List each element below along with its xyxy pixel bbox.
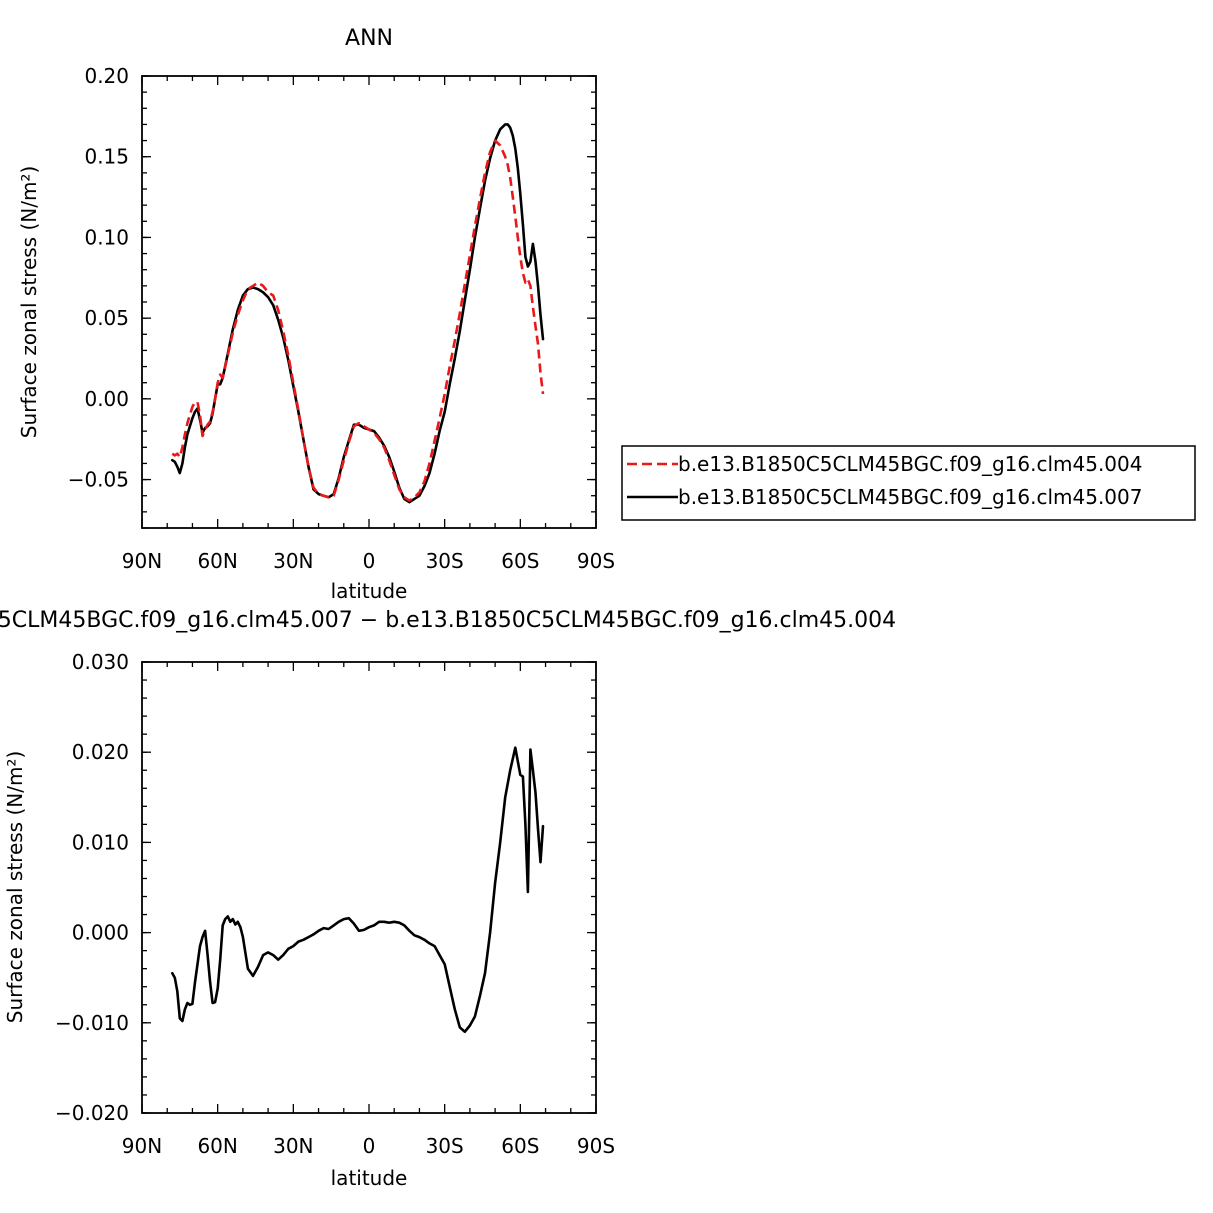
x-tick-label: 60N [197,549,237,573]
y-tick-label: −0.05 [68,468,129,492]
y-tick-label: 0.10 [84,225,129,249]
y-tick-label: 0.000 [72,921,129,945]
top-chart: ANN 0.20 0.15 0.10 0.05 0.00 −0.05 90N 60N 30N 0… [17,26,1196,603]
x-tick-label: 60S [501,549,539,573]
legend-label-series-2: b.e13.B1850C5CLM45BGC.f09_g16.clm45.007 [678,485,1142,509]
y-tick-label: 0.020 [72,740,129,764]
x-tick-label: 60S [501,1134,539,1158]
top-chart-frame [141,75,597,529]
bottom-chart-y-axis-label: Surface zonal stress (N/m²) [3,751,27,1023]
bottom-chart-series-line-1 [171,746,545,1034]
bottom-chart-frame [141,661,597,1114]
bottom-chart-x-ticks: 90N 60N 30N 0 30S 60S 90S [122,662,615,1158]
y-tick-label: 0.030 [72,650,129,674]
bottom-chart-series [171,746,545,1034]
y-tick-label: 0.15 [84,145,129,169]
y-tick-label: −0.020 [55,1101,129,1125]
top-chart-x-axis-label: latitude [331,579,408,603]
x-tick-label: 30N [273,1134,313,1158]
top-chart-legend: b.e13.B1850C5CLM45BGC.f09_g16.clm45.004 … [621,445,1196,521]
x-tick-label: 0 [363,1134,376,1158]
x-tick-label: 90S [577,1134,615,1158]
x-tick-label: 0 [363,549,376,573]
top-chart-y-ticks: 0.20 0.15 0.10 0.05 0.00 −0.05 [68,64,596,529]
y-tick-label: 0.00 [84,387,129,411]
y-tick-label: −0.010 [55,1011,129,1035]
top-chart-title: ANN [345,26,393,51]
x-tick-label: 60N [197,1134,237,1158]
bottom-chart-title: b.e13.B1850C5CLM45BGC.f09_g16.clm45.007 … [0,608,896,633]
legend-box [621,445,1196,521]
y-tick-label: 0.20 [84,64,129,88]
x-tick-label: 30S [426,1134,464,1158]
x-tick-label: 30S [426,549,464,573]
y-tick-label: 0.010 [72,830,129,854]
top-chart-series-line-1 [171,139,545,502]
bottom-chart-x-axis-label: latitude [331,1166,408,1190]
x-tick-label: 90N [122,549,162,573]
x-tick-label: 30N [273,549,313,573]
bottom-chart: b.e13.B1850C5CLM45BGC.f09_g16.clm45.007 … [0,608,896,1190]
top-chart-series [171,123,545,504]
x-tick-label: 90N [122,1134,162,1158]
y-tick-label: 0.05 [84,306,129,330]
x-tick-label: 90S [577,549,615,573]
legend-label-series-1: b.e13.B1850C5CLM45BGC.f09_g16.clm45.004 [678,452,1142,476]
top-chart-y-axis-label: Surface zonal stress (N/m²) [17,166,41,438]
